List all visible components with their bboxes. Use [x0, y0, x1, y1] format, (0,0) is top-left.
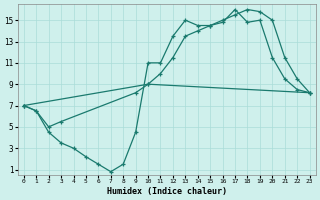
- X-axis label: Humidex (Indice chaleur): Humidex (Indice chaleur): [107, 187, 227, 196]
